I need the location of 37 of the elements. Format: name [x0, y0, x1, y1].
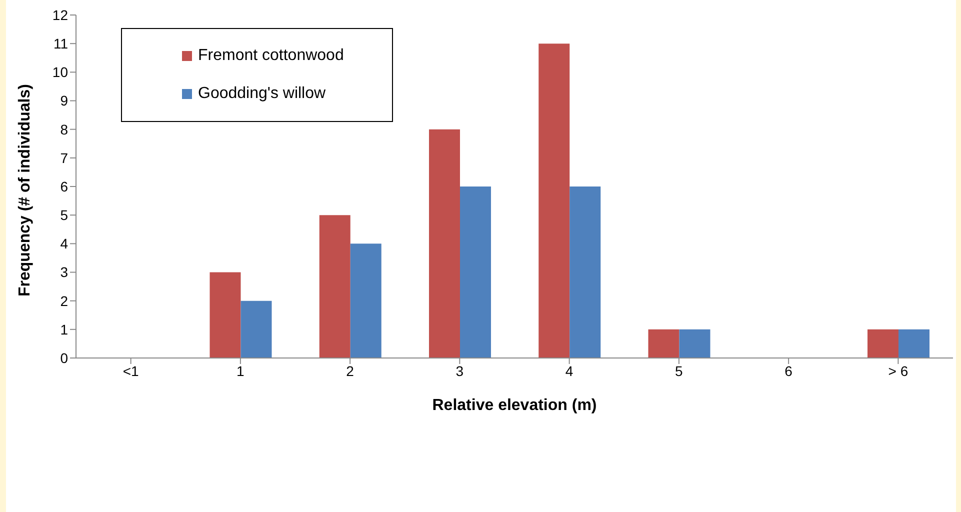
y-tick-label: 10: [52, 64, 68, 80]
legend-label: Goodding's willow: [198, 85, 326, 103]
x-tick-label: 3: [456, 362, 464, 379]
x-tick-label: <1: [122, 362, 140, 379]
y-tick-label: 12: [52, 6, 68, 23]
bar: [240, 300, 272, 358]
y-tick-label: 11: [53, 36, 68, 52]
bar: [428, 129, 460, 358]
y-axis-title: Frequency (# of individuals): [16, 84, 34, 296]
y-tick-label: 0: [60, 350, 68, 366]
x-tick-label: 6: [784, 362, 793, 379]
bar: [538, 44, 570, 358]
x-axis-title: Relative elevation (m): [432, 397, 597, 414]
bar: [570, 186, 601, 358]
x-tick-label: > 6: [888, 362, 908, 379]
y-tick-label: 9: [60, 92, 68, 109]
legend-label: Fremont cottonwood: [198, 47, 344, 65]
y-tick-label: 6: [60, 178, 68, 194]
y-tick-label: 7: [60, 150, 68, 166]
y-tick-label: 4: [60, 236, 68, 252]
y-tick-label: 1: [60, 321, 68, 338]
bar: [210, 272, 241, 358]
x-tick-label: 5: [675, 362, 684, 379]
bar: [679, 329, 710, 358]
y-tick-label: 2: [60, 292, 68, 309]
bar: [460, 186, 491, 358]
bar: [648, 329, 680, 358]
y-tick-label: 8: [60, 121, 68, 138]
x-tick-label: 2: [346, 362, 354, 379]
bar: [319, 215, 350, 358]
x-tick-label: 1: [236, 362, 245, 379]
y-tick-label: 5: [60, 207, 68, 224]
x-tick-label: 4: [565, 362, 574, 379]
bar: [350, 244, 382, 358]
bar: [898, 329, 930, 358]
bar: [867, 329, 898, 358]
y-tick-label: 3: [60, 264, 68, 280]
